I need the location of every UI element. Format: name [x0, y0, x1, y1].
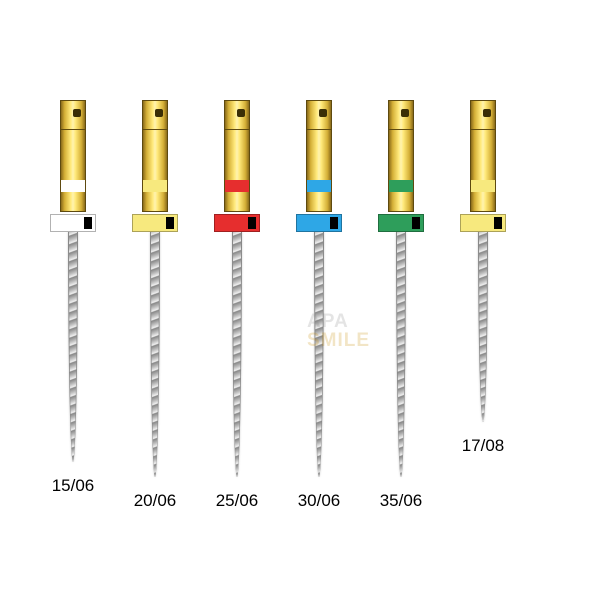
file-size-label: 35/06 [380, 491, 423, 511]
file-size-label: 15/06 [52, 476, 95, 496]
watermark: APA SMILE [307, 312, 370, 350]
shaft-lower [388, 192, 414, 212]
file-size-label: 30/06 [298, 491, 341, 511]
connector [470, 100, 496, 130]
depth-mark [84, 217, 92, 229]
shaft-lower [60, 192, 86, 212]
endo-file: 20/06 [132, 100, 178, 511]
stopper-collar [50, 214, 96, 232]
file-handle [224, 100, 250, 212]
depth-mark [248, 217, 256, 229]
stopper-collar [214, 214, 260, 232]
stopper-collar [132, 214, 178, 232]
stopper-collar [460, 214, 506, 232]
flute [478, 232, 488, 422]
shaft-upper [470, 130, 496, 180]
file-handle [470, 100, 496, 212]
shaft-upper [142, 130, 168, 180]
shaft-upper [224, 130, 250, 180]
stopper-collar [378, 214, 424, 232]
shaft-upper [60, 130, 86, 180]
file-handle [306, 100, 332, 212]
endo-file: 15/06 [50, 100, 96, 511]
shaft-lower [224, 192, 250, 212]
size-band [470, 180, 496, 192]
endo-file: 17/08 [460, 100, 506, 511]
connector [306, 100, 332, 130]
shaft-upper [388, 130, 414, 180]
depth-mark [330, 217, 338, 229]
flute [150, 232, 160, 477]
size-band [60, 180, 86, 192]
shaft-lower [470, 192, 496, 212]
depth-mark [412, 217, 420, 229]
connector [388, 100, 414, 130]
shaft-upper [306, 130, 332, 180]
connector [142, 100, 168, 130]
shaft-lower [142, 192, 168, 212]
endo-file: 25/06 [214, 100, 260, 511]
watermark-line1: APA [307, 312, 370, 331]
depth-mark [166, 217, 174, 229]
file-size-label: 25/06 [216, 491, 259, 511]
file-size-label: 20/06 [134, 491, 177, 511]
file-handle [388, 100, 414, 212]
watermark-line2: SMILE [307, 331, 370, 350]
connector [60, 100, 86, 130]
size-band [306, 180, 332, 192]
file-handle [60, 100, 86, 212]
shaft-lower [306, 192, 332, 212]
size-band [142, 180, 168, 192]
flute [68, 232, 78, 462]
file-handle [142, 100, 168, 212]
flute [396, 232, 406, 477]
flute [314, 232, 324, 477]
size-band [224, 180, 250, 192]
connector [224, 100, 250, 130]
endo-file: 35/06 [378, 100, 424, 511]
stopper-collar [296, 214, 342, 232]
endo-file: 30/06 [296, 100, 342, 511]
flute [232, 232, 242, 477]
file-size-label: 17/08 [462, 436, 505, 456]
file-set: 15/06 20/06 25/06 30/06 35/06 17/08 [50, 100, 550, 511]
depth-mark [494, 217, 502, 229]
size-band [388, 180, 414, 192]
